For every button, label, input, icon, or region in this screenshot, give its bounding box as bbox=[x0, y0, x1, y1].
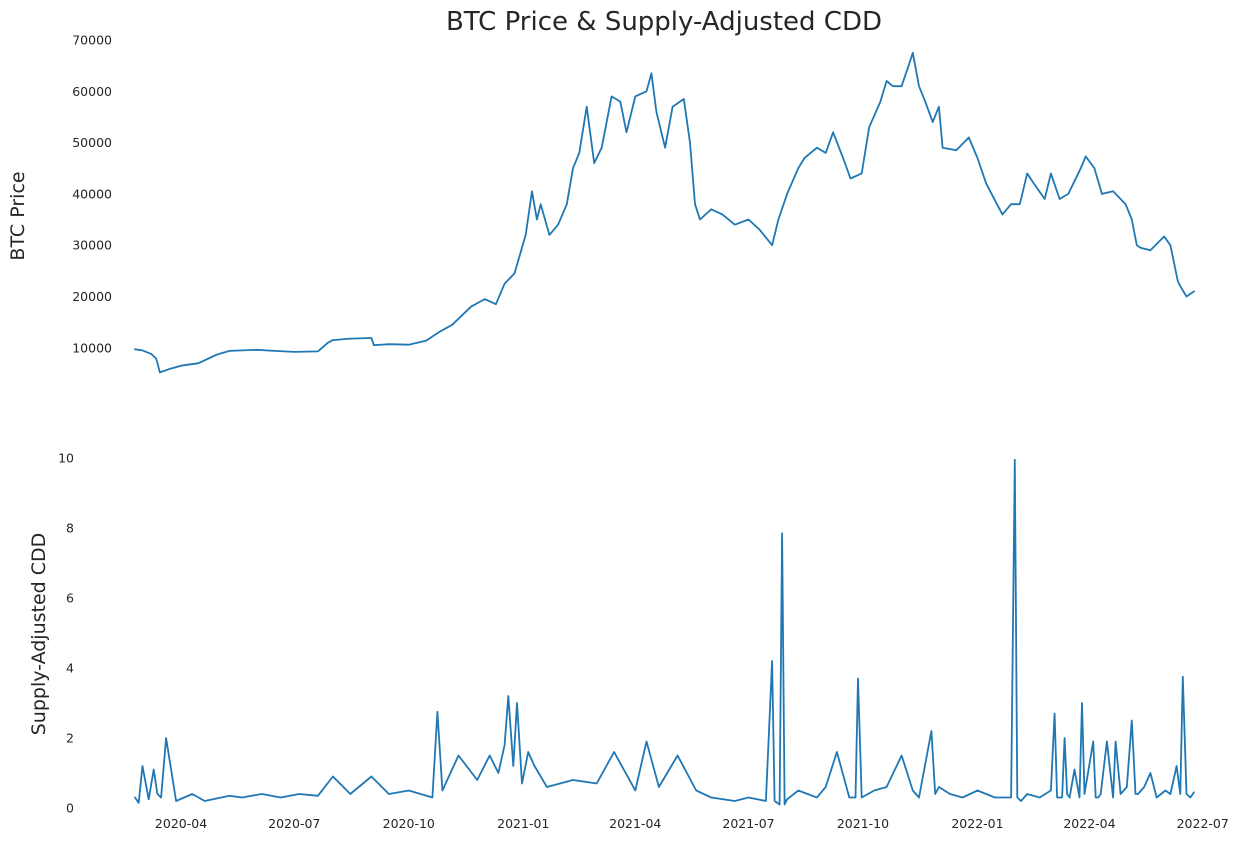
btc-price-line bbox=[134, 51, 1195, 374]
top-y-tick-label: 20000 bbox=[72, 289, 112, 304]
x-tick-label: 2021-04 bbox=[609, 816, 661, 831]
bottom-y-tick-label: 4 bbox=[66, 661, 74, 676]
x-tick-label: 2022-07 bbox=[1177, 816, 1229, 831]
top-y-tick-label: 60000 bbox=[72, 84, 112, 99]
x-tick-label: 2021-10 bbox=[837, 816, 889, 831]
bottom-y-tick-label: 0 bbox=[66, 801, 74, 816]
top-y-tick-label: 30000 bbox=[72, 238, 112, 253]
chart-title: BTC Price & Supply-Adjusted CDD bbox=[446, 7, 882, 37]
bottom-y-axis-ticks: 0 2 4 6 8 10 bbox=[58, 451, 74, 816]
top-y-axis-ticks: 10000 20000 30000 40000 50000 60000 70000 bbox=[72, 33, 112, 356]
top-y-tick-label: 10000 bbox=[72, 340, 112, 355]
x-axis-ticks: 2020-04 2020-07 2020-10 2021-01 2021-04 2021-… bbox=[155, 816, 1229, 831]
top-y-axis-label: BTC Price bbox=[7, 171, 29, 260]
top-y-tick-label: 40000 bbox=[72, 186, 112, 201]
bottom-y-tick-label: 2 bbox=[66, 731, 74, 746]
supply-adjusted-cdd-line bbox=[134, 458, 1195, 806]
top-y-tick-label: 50000 bbox=[72, 135, 112, 150]
x-tick-label: 2021-07 bbox=[722, 816, 774, 831]
x-tick-label: 2022-04 bbox=[1063, 816, 1115, 831]
x-tick-label: 2020-10 bbox=[383, 816, 435, 831]
bottom-y-tick-label: 6 bbox=[66, 591, 74, 606]
bottom-y-tick-label: 8 bbox=[66, 521, 74, 536]
bottom-y-axis-label: Supply-Adjusted CDD bbox=[28, 533, 50, 736]
x-tick-label: 2020-07 bbox=[268, 816, 320, 831]
x-tick-label: 2021-01 bbox=[497, 816, 549, 831]
top-y-tick-label: 70000 bbox=[72, 33, 112, 48]
x-tick-label: 2020-04 bbox=[155, 816, 207, 831]
bottom-y-tick-label: 10 bbox=[58, 451, 74, 466]
x-tick-label: 2022-01 bbox=[951, 816, 1003, 831]
